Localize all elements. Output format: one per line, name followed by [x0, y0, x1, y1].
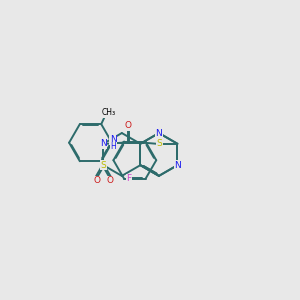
Text: N: N [110, 135, 116, 144]
Text: S: S [156, 139, 162, 148]
Text: S: S [100, 161, 106, 170]
Text: O: O [93, 176, 100, 185]
Text: O: O [106, 176, 113, 185]
Text: CH₃: CH₃ [101, 108, 116, 117]
Text: H: H [110, 142, 116, 151]
Text: N: N [155, 128, 162, 137]
Text: N: N [100, 139, 107, 148]
Text: F: F [126, 174, 131, 183]
Text: N: N [174, 161, 181, 170]
Text: O: O [125, 122, 132, 130]
